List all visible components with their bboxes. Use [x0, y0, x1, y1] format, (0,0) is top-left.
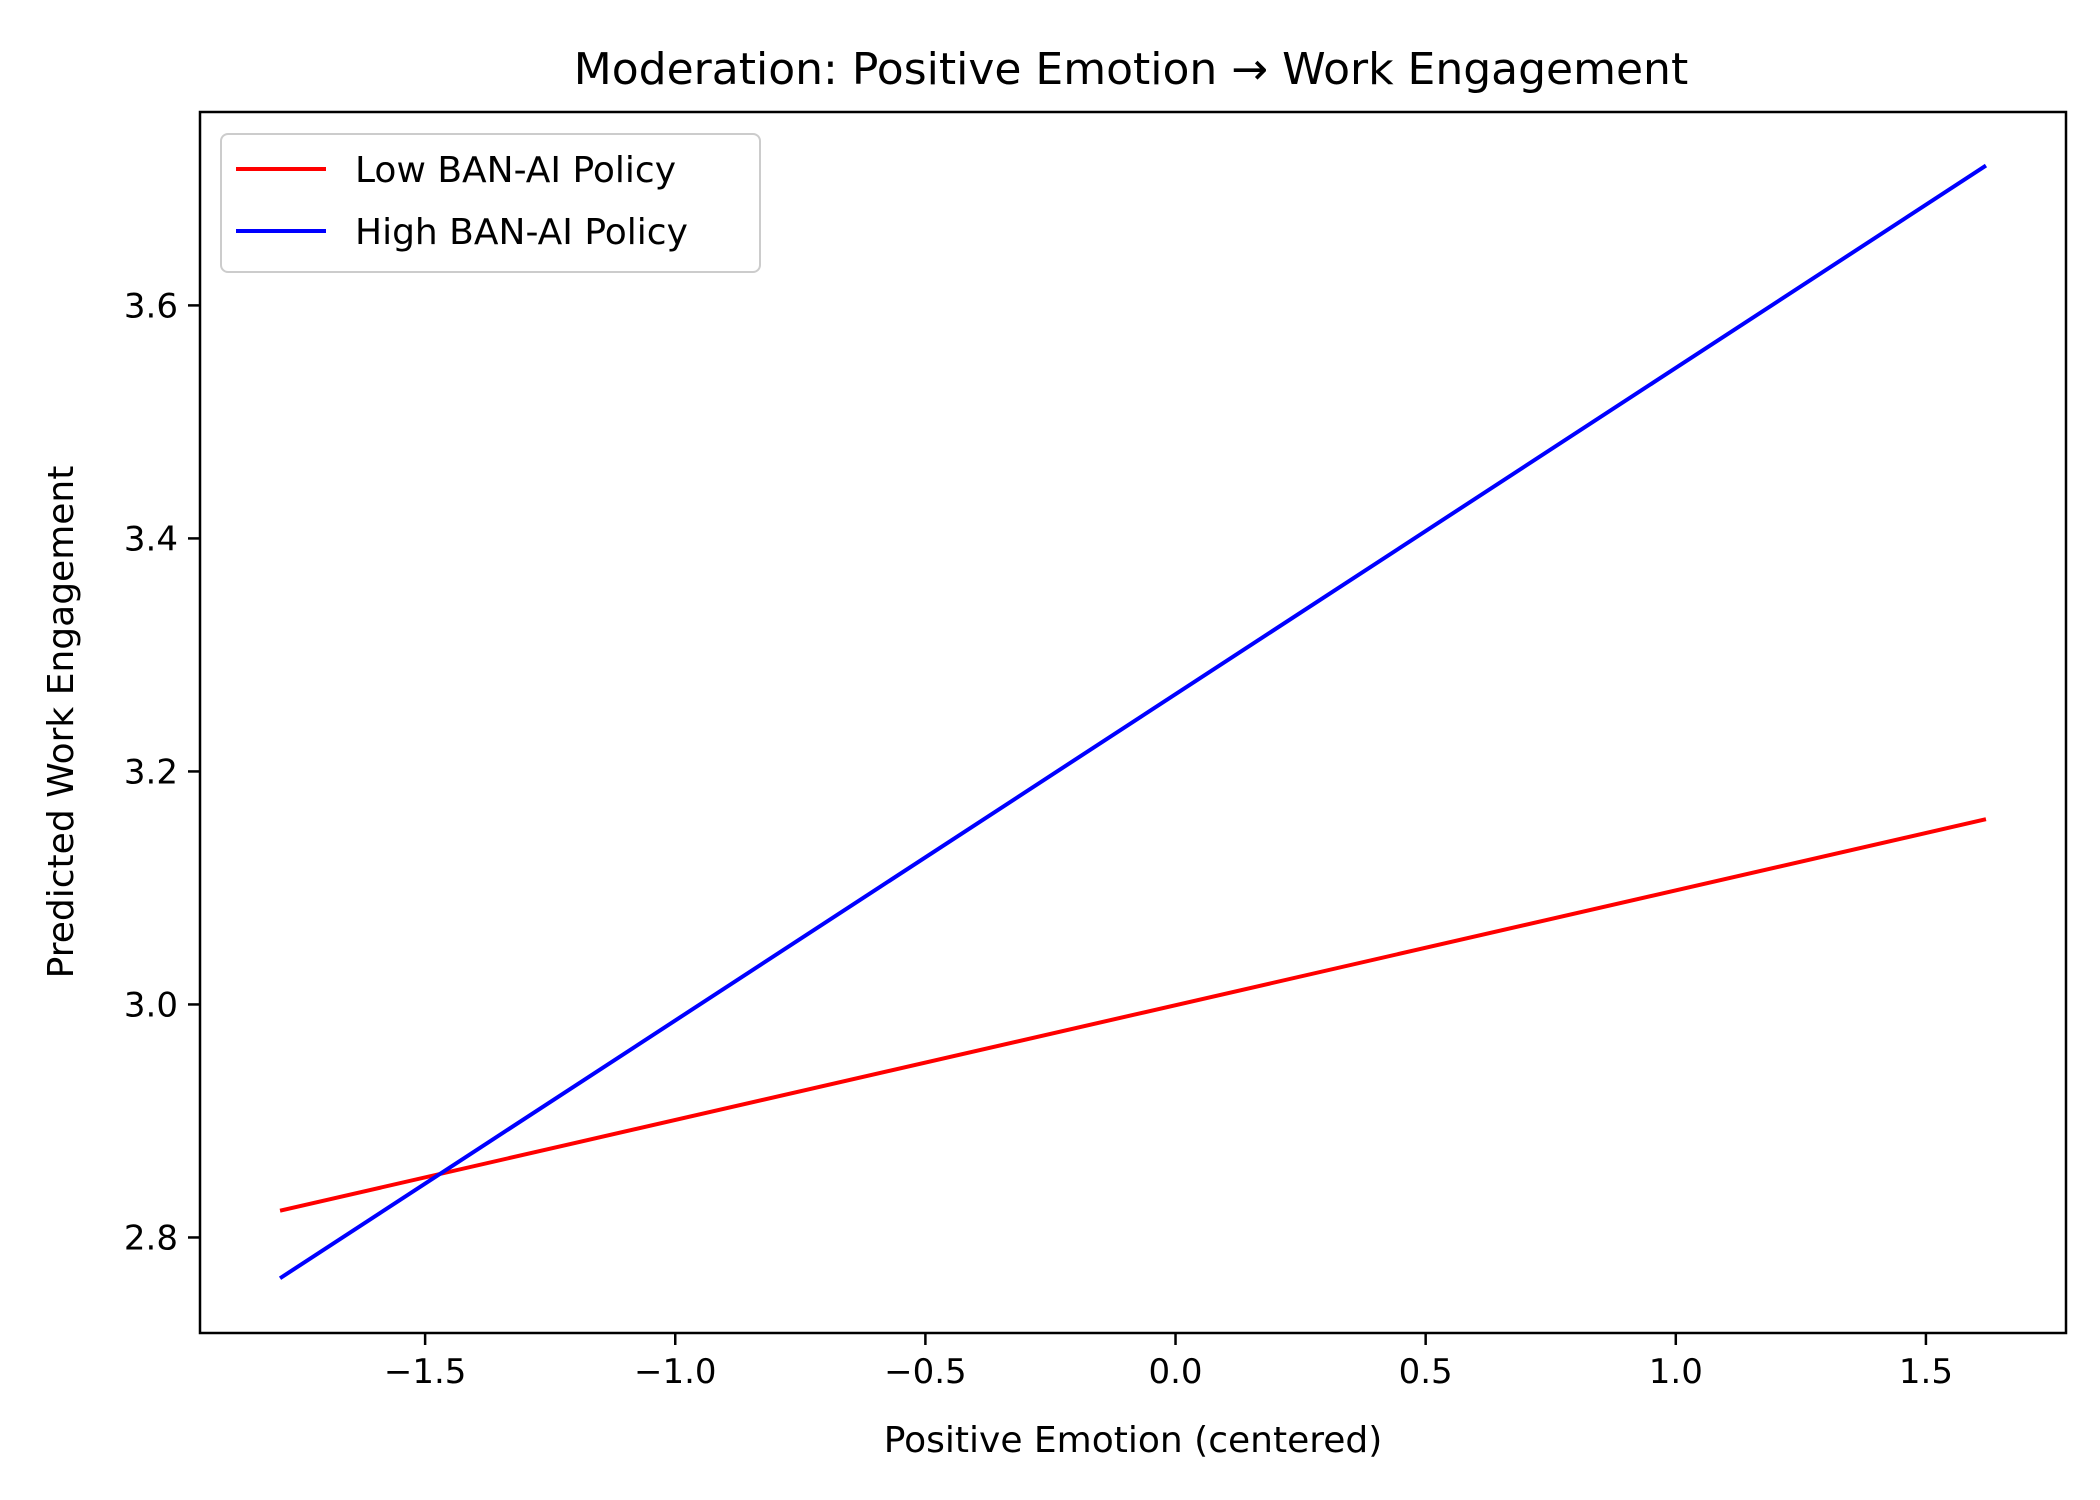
y-tick-label: 3.0	[124, 985, 178, 1025]
y-axis-label: Predicted Work Engagement	[41, 466, 82, 979]
x-tick-label: −1.5	[384, 1352, 467, 1392]
x-tick-label: 0.5	[1399, 1352, 1453, 1392]
x-axis-label: Positive Emotion (centered)	[884, 1420, 1383, 1461]
legend-box	[220, 133, 761, 273]
y-axis: 2.8 3.0 3.2 3.4 3.6	[124, 286, 200, 1258]
x-tick-label: −0.5	[884, 1352, 967, 1392]
chart-title: Moderation: Positive Emotion → Work Enga…	[574, 44, 1688, 95]
y-tick-label: 2.8	[124, 1218, 178, 1258]
series-line-1	[278, 163, 1988, 1280]
y-tick-label: 3.6	[124, 286, 178, 326]
y-tick-label: 3.2	[124, 752, 178, 792]
legend-label-1: High BAN-AI Policy	[355, 212, 688, 253]
x-tick-label: −1.0	[634, 1352, 717, 1392]
plot-frame	[198, 110, 2068, 1335]
y-tick-label: 3.4	[124, 519, 178, 559]
legend-label-0: Low BAN-AI Policy	[355, 150, 676, 191]
plot-area: −1.5 −1.0 −0.5 0.0 0.5 1.0 1.5 2.8 3.0 3.2 3.4 3.6	[124, 110, 2068, 1392]
x-tick-label: 1.0	[1649, 1352, 1703, 1392]
x-tick-label: 0.0	[1148, 1352, 1202, 1392]
legend: Low BAN-AI Policy High BAN-AI Policy	[220, 133, 761, 273]
series-line-0	[279, 817, 1987, 1213]
x-axis: −1.5 −1.0 −0.5 0.0 0.5 1.0 1.5	[384, 1333, 1953, 1392]
x-tick-label: 1.5	[1899, 1352, 1953, 1392]
series-lines	[278, 163, 1988, 1280]
